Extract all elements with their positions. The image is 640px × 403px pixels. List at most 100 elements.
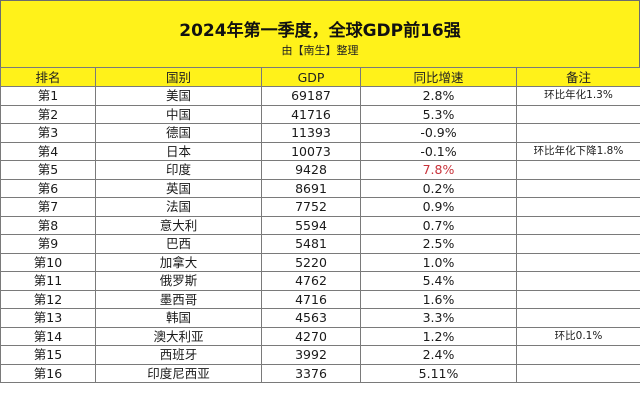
cell-rank: 第6: [0, 178, 96, 198]
cell-gdp: 3376: [261, 363, 361, 383]
cell-note: [516, 178, 640, 198]
cell-note: 环比0.1%: [516, 326, 640, 346]
cell-growth: 0.2%: [360, 178, 517, 198]
cell-growth: -0.9%: [360, 123, 517, 143]
cell-note: 环比年化下降1.8%: [516, 141, 640, 161]
title-band: 2024年第一季度，全球GDP前16强 由【南生】整理: [0, 0, 640, 68]
cell-growth: 7.8%: [360, 160, 517, 180]
cell-rank: 第12: [0, 289, 96, 309]
cell-rank: 第5: [0, 160, 96, 180]
column-header-growth: 同比增速: [360, 67, 517, 87]
table-row: 第3 德国 11393 -0.9%: [0, 123, 640, 143]
table-row: 第12 墨西哥 4716 1.6%: [0, 289, 640, 309]
cell-country: 中国: [95, 104, 262, 124]
cell-country: 英国: [95, 178, 262, 198]
table-row: 第11 俄罗斯 4762 5.4%: [0, 271, 640, 291]
cell-growth: 2.5%: [360, 234, 517, 254]
cell-note: [516, 123, 640, 143]
cell-rank: 第9: [0, 234, 96, 254]
cell-rank: 第8: [0, 215, 96, 235]
cell-rank: 第10: [0, 252, 96, 272]
cell-note: [516, 363, 640, 383]
table-row: 第14 澳大利亚 4270 1.2% 环比0.1%: [0, 326, 640, 346]
cell-note: [516, 215, 640, 235]
header-row: 排名 国别 GDP 同比增速 备注: [0, 67, 640, 87]
table-title: 2024年第一季度，全球GDP前16强: [179, 21, 461, 41]
table-row: 第9 巴西 5481 2.5%: [0, 234, 640, 254]
cell-note: [516, 308, 640, 328]
cell-growth: 1.0%: [360, 252, 517, 272]
cell-country: 韩国: [95, 308, 262, 328]
cell-gdp: 7752: [261, 197, 361, 217]
cell-country: 巴西: [95, 234, 262, 254]
cell-growth: 3.3%: [360, 308, 517, 328]
cell-gdp: 11393: [261, 123, 361, 143]
cell-country: 美国: [95, 86, 262, 106]
cell-country: 印度尼西亚: [95, 363, 262, 383]
cell-growth: 5.3%: [360, 104, 517, 124]
cell-gdp: 10073: [261, 141, 361, 161]
cell-country: 澳大利亚: [95, 326, 262, 346]
cell-country: 西班牙: [95, 345, 262, 365]
cell-growth: 0.9%: [360, 197, 517, 217]
table-row: 第15 西班牙 3992 2.4%: [0, 345, 640, 365]
cell-country: 加拿大: [95, 252, 262, 272]
cell-note: [516, 252, 640, 272]
cell-country: 墨西哥: [95, 289, 262, 309]
cell-rank: 第13: [0, 308, 96, 328]
cell-growth: 2.8%: [360, 86, 517, 106]
cell-note: 环比年化1.3%: [516, 86, 640, 106]
column-header-note: 备注: [516, 67, 640, 87]
cell-gdp: 4716: [261, 289, 361, 309]
cell-country: 俄罗斯: [95, 271, 262, 291]
cell-rank: 第3: [0, 123, 96, 143]
cell-note: [516, 289, 640, 309]
cell-note: [516, 104, 640, 124]
gdp-ranking-table: 排名 国别 GDP 同比增速 备注 第1 美国 69187 2.8% 环比年化1.3% 第…: [0, 67, 640, 383]
column-header-rank: 排名: [0, 67, 96, 87]
table-row: 第7 法国 7752 0.9%: [0, 197, 640, 217]
table-row: 第10 加拿大 5220 1.0%: [0, 252, 640, 272]
column-header-gdp: GDP: [261, 67, 361, 87]
cell-gdp: 5594: [261, 215, 361, 235]
cell-gdp: 8691: [261, 178, 361, 198]
cell-gdp: 3992: [261, 345, 361, 365]
table-row: 第6 英国 8691 0.2%: [0, 178, 640, 198]
cell-rank: 第4: [0, 141, 96, 161]
table-subtitle: 由【南生】整理: [281, 44, 359, 57]
cell-gdp: 4563: [261, 308, 361, 328]
column-header-country: 国别: [95, 67, 262, 87]
table-row: 第5 印度 9428 7.8%: [0, 160, 640, 180]
cell-growth: -0.1%: [360, 141, 517, 161]
table-row: 第8 意大利 5594 0.7%: [0, 215, 640, 235]
cell-country: 法国: [95, 197, 262, 217]
cell-note: [516, 234, 640, 254]
cell-gdp: 4762: [261, 271, 361, 291]
cell-rank: 第2: [0, 104, 96, 124]
cell-country: 日本: [95, 141, 262, 161]
cell-gdp: 5220: [261, 252, 361, 272]
cell-country: 意大利: [95, 215, 262, 235]
cell-rank: 第16: [0, 363, 96, 383]
cell-rank: 第11: [0, 271, 96, 291]
cell-rank: 第14: [0, 326, 96, 346]
cell-rank: 第1: [0, 86, 96, 106]
cell-growth: 5.4%: [360, 271, 517, 291]
cell-note: [516, 160, 640, 180]
cell-country: 印度: [95, 160, 262, 180]
cell-growth: 5.11%: [360, 363, 517, 383]
cell-note: [516, 271, 640, 291]
cell-note: [516, 197, 640, 217]
cell-growth: 1.6%: [360, 289, 517, 309]
cell-gdp: 69187: [261, 86, 361, 106]
cell-rank: 第15: [0, 345, 96, 365]
table-row: 第2 中国 41716 5.3%: [0, 104, 640, 124]
table-row: 第1 美国 69187 2.8% 环比年化1.3%: [0, 86, 640, 106]
cell-gdp: 4270: [261, 326, 361, 346]
cell-note: [516, 345, 640, 365]
cell-gdp: 9428: [261, 160, 361, 180]
cell-growth: 0.7%: [360, 215, 517, 235]
cell-gdp: 41716: [261, 104, 361, 124]
cell-rank: 第7: [0, 197, 96, 217]
